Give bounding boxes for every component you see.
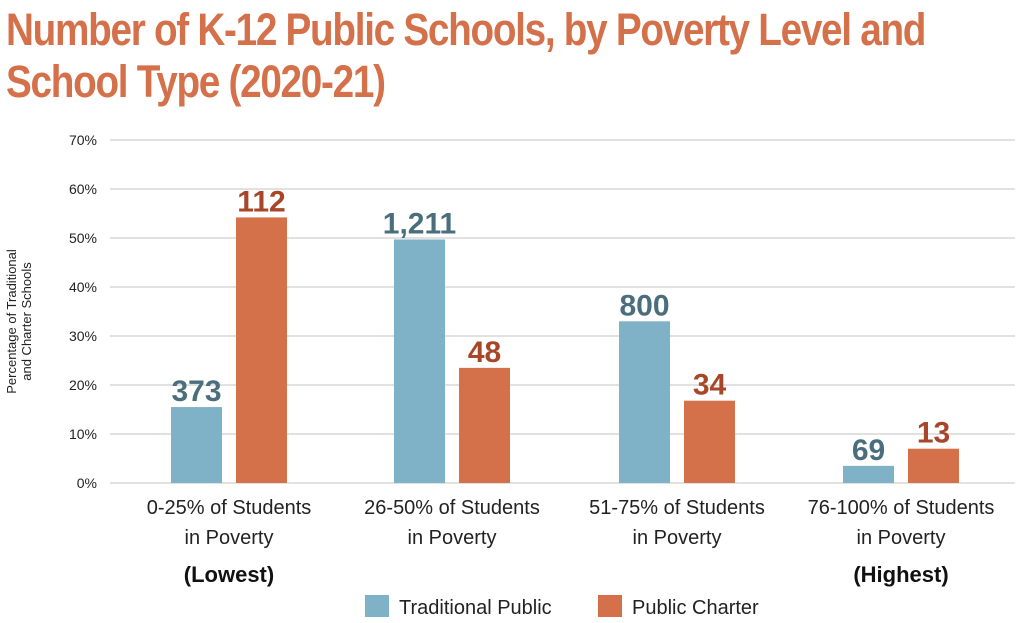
data-label: 800 xyxy=(619,289,669,322)
x-category-label: in Poverty xyxy=(185,527,274,549)
bar-public-charter xyxy=(459,367,510,483)
legend: Traditional Public Public Charter xyxy=(365,595,759,619)
x-category-label: in Poverty xyxy=(633,527,722,549)
x-axis-categories: 0-25% of Students in Poverty (Lowest) 26-50… xyxy=(147,497,995,587)
bar-public-charter xyxy=(684,400,735,483)
bar-public-charter xyxy=(236,217,287,484)
legend-swatch-traditional xyxy=(365,595,389,617)
chart-title: Number of K-12 Public Schools, by Povert… xyxy=(6,4,926,107)
data-label: 48 xyxy=(468,336,501,369)
bar-traditional-public xyxy=(394,239,445,483)
y-axis-label: Percentage of Traditional and Charter Sch… xyxy=(4,249,34,394)
data-label: 69 xyxy=(852,434,885,467)
legend-label: Public Charter xyxy=(632,597,759,619)
y-axis-label-line: Percentage of Traditional xyxy=(4,249,19,394)
x-category-emphasis: (Lowest) xyxy=(184,562,274,587)
y-tick-label: 70% xyxy=(69,132,97,148)
x-category-label: 76-100% of Students xyxy=(808,497,995,519)
data-label: 112 xyxy=(237,185,285,218)
y-axis-ticks: 0% 10% 20% 30% 40% 50% 60% 70% xyxy=(69,132,97,491)
y-axis-label-line: and Charter Schools xyxy=(19,262,34,381)
y-tick-label: 0% xyxy=(77,475,97,491)
x-category-label: 51-75% of Students xyxy=(589,497,765,519)
x-category-emphasis: (Highest) xyxy=(853,562,948,587)
data-label: 373 xyxy=(171,375,221,408)
legend-label: Traditional Public xyxy=(399,597,552,619)
x-category-label: in Poverty xyxy=(408,527,497,549)
y-tick-label: 30% xyxy=(69,328,97,344)
y-tick-label: 20% xyxy=(69,377,97,393)
x-category-label: 26-50% of Students xyxy=(364,497,540,519)
data-label: 34 xyxy=(693,369,727,402)
bar-traditional-public xyxy=(843,465,894,483)
x-category-label: 0-25% of Students xyxy=(147,497,312,519)
x-category-label: in Poverty xyxy=(857,527,946,549)
bar-public-charter xyxy=(908,448,959,483)
bar-traditional-public xyxy=(171,407,222,483)
legend-swatch-charter xyxy=(598,595,622,617)
data-labels: 373 1,211 800 69 112 48 34 13 xyxy=(171,185,950,466)
y-tick-label: 50% xyxy=(69,230,97,246)
data-label: 13 xyxy=(917,417,950,450)
y-tick-label: 40% xyxy=(69,279,97,295)
bar-traditional-public xyxy=(619,321,670,483)
data-label: 1,211 xyxy=(383,207,456,240)
bars xyxy=(171,217,959,484)
y-tick-label: 60% xyxy=(69,181,97,197)
y-tick-label: 10% xyxy=(69,426,97,442)
